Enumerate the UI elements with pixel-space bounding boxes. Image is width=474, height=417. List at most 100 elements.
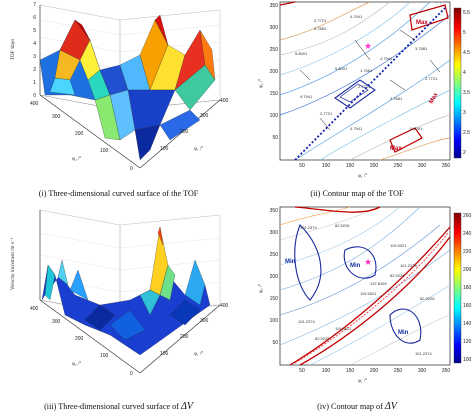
x-tick: 100 <box>322 163 331 169</box>
z-tick: 6 <box>33 15 36 21</box>
colorbar-tick: 4 <box>463 70 466 76</box>
z-axis-label: Velocity increment /m·s⁻¹ <box>10 237 16 290</box>
x-tick: 100 <box>322 368 331 374</box>
contour-label: 82.9226 <box>335 223 350 228</box>
x-tick: 100 <box>100 353 109 359</box>
z-tick: 0 <box>33 93 36 99</box>
x-tick: 400 <box>30 306 39 312</box>
z-tick: 4 <box>33 41 36 47</box>
x-axis-label: φ₂ /° <box>72 362 81 367</box>
y-tick: 200 <box>270 274 279 280</box>
contour-label: 5.8001 <box>295 51 308 56</box>
max-label: Max <box>390 146 402 152</box>
z-tick: 2 <box>33 67 36 73</box>
y-tick: 300 <box>200 318 209 324</box>
colorbar-tick: 200 <box>463 267 472 273</box>
y-axis-label: φ₁ /° <box>194 352 203 357</box>
contour-label: 3.7881 <box>314 26 327 31</box>
contour-label: 4.7941 <box>350 14 363 19</box>
contour-label: 119.5021 <box>360 291 377 296</box>
contour-label: 4.7941 <box>350 126 363 131</box>
colorbar-tick: 2.5 <box>463 130 470 136</box>
y-tick: 100 <box>160 146 169 152</box>
y-tick: 100 <box>160 351 169 357</box>
dv-contour-map: ★ Min Min Min 101.2374 82.9226 119.5021 … <box>240 205 474 390</box>
x-tick: 200 <box>370 368 379 374</box>
contour-label: 82.9226 <box>420 296 435 301</box>
x-tick: 300 <box>418 163 427 169</box>
x-tick: 200 <box>75 336 84 342</box>
max-label: Max <box>429 91 440 105</box>
colorbar <box>453 7 462 159</box>
colorbar-tick: 3 <box>463 110 466 116</box>
y-tick: 100 <box>270 318 279 324</box>
dv-surface-plot: 400 300 200 100 0 100 200 300 400 Veloci… <box>0 205 237 390</box>
contour-label: 3.7881 <box>390 96 403 101</box>
contour-label: 119.5021 <box>390 243 407 248</box>
caption-panel-2: (ii) Contour map of the TOF <box>310 189 404 198</box>
y-tick: 150 <box>270 91 279 97</box>
colorbar-tick: 100 <box>463 357 472 363</box>
contour-label: 101.2374 <box>298 319 315 324</box>
y-tick: 350 <box>270 3 279 9</box>
z-tick: 7 <box>33 2 36 8</box>
contour-label: 101.2374 <box>300 225 317 230</box>
y-tick: 250 <box>270 47 279 53</box>
y-tick: 100 <box>270 113 279 119</box>
contour-label: 2.7721 <box>320 111 333 116</box>
y-tick: 300 <box>270 230 279 236</box>
caption-panel-1: (i) Three-dimensional curved surface of … <box>38 189 199 198</box>
contour-label: 1.7661 <box>360 68 373 73</box>
contour-label: 2.7721 <box>314 18 327 23</box>
colorbar-tick: 140 <box>463 321 472 327</box>
contour-label: 4.7941 <box>300 94 313 99</box>
y-axis-label: φ₂ /° <box>259 284 264 293</box>
colorbar-tick: 3.5 <box>463 90 470 96</box>
y-axis-label: φ₁ /° <box>194 147 203 152</box>
x-tick: 400 <box>30 101 39 107</box>
contour-label: 4.7941 <box>380 56 393 61</box>
y-tick: 200 <box>180 334 189 340</box>
contour-label: 101.2374 <box>400 263 417 268</box>
x-tick: 0 <box>130 371 133 377</box>
y-tick: 250 <box>270 252 279 258</box>
x-tick: 50 <box>299 163 305 169</box>
caption-panel-3: (iii) Three-dimensional curved surface o… <box>44 401 193 412</box>
colorbar-tick: 4.5 <box>463 50 470 56</box>
x-tick: 0 <box>130 166 133 172</box>
min-label: Min <box>285 259 296 265</box>
tof-surface-plot: 0 1 2 3 4 5 6 7 400 300 200 100 0 100 20… <box>0 0 237 185</box>
x-tick: 100 <box>100 148 109 154</box>
x-tick: 300 <box>52 114 61 120</box>
colorbar-tick: 240 <box>463 231 472 237</box>
contour-label: 137.8169 <box>370 281 387 286</box>
y-tick: 400 <box>220 303 229 309</box>
colorbar-tick: 5.5 <box>463 10 470 16</box>
y-tick: 200 <box>270 69 279 75</box>
contour-label: 5.8001 <box>410 126 423 131</box>
caption-panel-4: (iv) Contour map of ΔV <box>317 401 397 412</box>
y-tick: 300 <box>270 25 279 31</box>
colorbar-tick: 220 <box>463 249 472 255</box>
x-tick: 200 <box>370 163 379 169</box>
x-tick: 350 <box>442 368 451 374</box>
x-tick: 200 <box>75 131 84 137</box>
y-tick: 150 <box>270 296 279 302</box>
x-tick: 350 <box>442 163 451 169</box>
contour-label: 2.7721 <box>358 84 371 89</box>
y-tick: 200 <box>180 129 189 135</box>
x-tick: 150 <box>346 163 355 169</box>
y-axis-label: φ₂ /° <box>259 79 264 88</box>
colorbar-tick: 120 <box>463 339 472 345</box>
contour-label: 101.2374 <box>415 351 432 356</box>
z-tick: 3 <box>33 54 36 60</box>
max-label: Max <box>416 20 428 26</box>
contour-label: 3.7881 <box>415 46 428 51</box>
y-tick: 300 <box>200 113 209 119</box>
colorbar-tick: 5 <box>463 30 466 36</box>
contour-label: 82.9226 <box>390 273 405 278</box>
contour-label: 5.8001 <box>335 66 348 71</box>
y-tick: 50 <box>272 135 278 141</box>
contour-label: 82.9226 <box>315 336 330 341</box>
z-tick: 5 <box>33 28 36 34</box>
